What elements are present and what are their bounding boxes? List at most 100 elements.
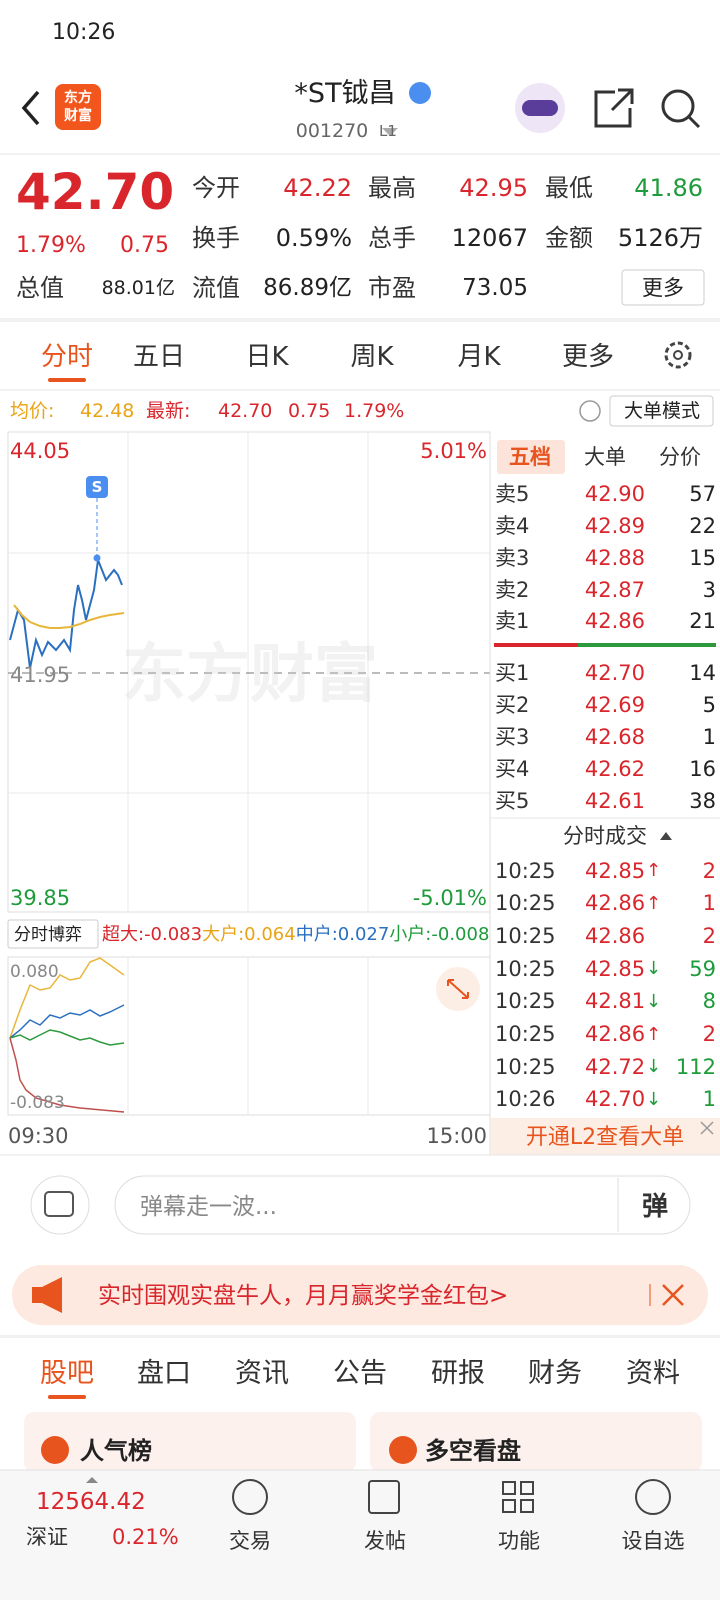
cta-link[interactable]: 开通L2查看大单 <box>525 1125 685 1150</box>
order-price: 42.88 <box>584 545 645 570</box>
section-tab[interactable]: 资讯 <box>235 1357 289 1389</box>
field-value: 41.86 <box>634 174 703 202</box>
mode-button[interactable]: 大单模式 <box>623 399 701 422</box>
section-tab[interactable]: 资料 <box>626 1357 680 1389</box>
divider <box>0 1335 720 1338</box>
card-bg[interactable] <box>370 1412 702 1472</box>
index-value: 12564.42 <box>36 1488 146 1515</box>
latest-change: 0.75 <box>288 399 331 422</box>
logo-text: 东方 <box>64 90 92 106</box>
field-label: 金额 <box>545 224 593 252</box>
section-tab[interactable]: 盘口 <box>137 1357 191 1389</box>
order-price: 42.61 <box>584 788 645 813</box>
card-title[interactable]: 人气榜 <box>80 1437 152 1465</box>
field-label: 总值 <box>16 274 64 302</box>
trade-icon[interactable] <box>232 1479 268 1515</box>
x-axis-label: 15:00 <box>426 1123 487 1148</box>
post-icon[interactable] <box>368 1480 400 1514</box>
stock-code: 001270 <box>295 119 369 142</box>
order-price: 42.89 <box>584 513 645 538</box>
trade-time: 10:25 <box>495 956 556 981</box>
search-icon[interactable] <box>661 89 695 123</box>
field-value: 0.59% <box>275 224 352 252</box>
settings-icon[interactable] <box>664 341 692 369</box>
order-label: 卖3 <box>495 545 530 570</box>
order-volume: 16 <box>689 756 716 781</box>
function-icon[interactable] <box>502 1481 534 1513</box>
trade-time: 10:25 <box>495 891 556 916</box>
order-volume: 21 <box>689 608 716 633</box>
danmaku-button[interactable]: 弹 <box>641 1192 669 1222</box>
order-label: 买3 <box>495 724 530 749</box>
card-title[interactable]: 多空看盘 <box>425 1437 521 1465</box>
more-button[interactable]: 更多 <box>642 275 684 300</box>
order-tab[interactable]: 分价 <box>659 444 701 469</box>
comment-input[interactable] <box>114 1175 691 1235</box>
chart-tab[interactable]: 更多 <box>561 342 615 372</box>
field-label: 换手 <box>192 224 240 252</box>
bottom-bar-bg <box>0 1470 720 1600</box>
card-bg[interactable] <box>24 1412 356 1472</box>
banner-bg[interactable] <box>12 1265 708 1325</box>
order-volume: 3 <box>702 577 716 602</box>
y-axis-label: 44.05 <box>10 438 71 463</box>
nav-item[interactable]: 功能 <box>498 1528 540 1553</box>
order-label: 买1 <box>495 660 530 685</box>
chart-tab[interactable]: 分时 <box>40 342 94 372</box>
more-button-bg[interactable] <box>621 269 705 306</box>
trade-time: 10:25 <box>495 858 556 883</box>
logo-text: 财富 <box>64 108 92 124</box>
section-tab[interactable]: 研报 <box>431 1357 485 1389</box>
field-value: 86.89亿 <box>263 274 352 301</box>
watchlist-icon[interactable] <box>635 1479 671 1515</box>
order-volume: 15 <box>689 545 716 570</box>
order-price: 42.69 <box>584 692 645 717</box>
game-dropdown-bg[interactable] <box>7 919 99 949</box>
help-icon[interactable] <box>579 400 601 422</box>
index-toggle[interactable] <box>86 1477 98 1483</box>
field-value: 5126万 <box>617 224 703 252</box>
nav-item[interactable]: 发帖 <box>364 1528 406 1553</box>
trade-volume: 8 <box>702 989 716 1014</box>
price: 42.70 <box>16 163 175 221</box>
order-tab[interactable]: 大单 <box>584 444 626 469</box>
trade-direction: ↓ <box>646 990 662 1012</box>
chart-tab[interactable]: 日K <box>245 342 289 372</box>
cta-close[interactable] <box>700 1121 714 1135</box>
order-label: 卖1 <box>495 608 530 633</box>
card-icon <box>389 1436 417 1464</box>
section-tab[interactable]: 公告 <box>333 1357 387 1389</box>
cta-bg[interactable] <box>491 1118 720 1155</box>
back-icon[interactable] <box>21 90 40 126</box>
tab-underline <box>48 378 86 382</box>
field-value: 12067 <box>451 224 528 252</box>
order-volume: 57 <box>689 481 716 506</box>
order-price: 42.62 <box>584 756 645 781</box>
level-dropdown <box>382 128 398 136</box>
chart-tab[interactable]: 周K <box>350 342 394 372</box>
index-name: 深证 <box>26 1524 68 1549</box>
trade-time: 10:25 <box>495 1054 556 1079</box>
section-tab[interactable]: 财务 <box>528 1357 582 1389</box>
comment-icon-bg[interactable] <box>30 1175 90 1235</box>
mode-button-bg[interactable] <box>609 395 714 427</box>
share-icon[interactable] <box>594 88 634 128</box>
trade-price: 42.85 <box>585 956 646 981</box>
game-dropdown[interactable]: 分时博弈 <box>14 924 82 945</box>
chart-tab[interactable]: 月K <box>457 342 501 372</box>
trade-time: 10:25 <box>495 989 556 1014</box>
comment-placeholder[interactable]: 弹幕走一波... <box>140 1193 277 1220</box>
order-tab[interactable]: 五档 <box>509 444 551 469</box>
avg-label: 均价: <box>10 399 55 422</box>
order-volume: 38 <box>689 788 716 813</box>
section-tab[interactable]: 股吧 <box>40 1357 94 1389</box>
banner-close[interactable] <box>662 1284 684 1306</box>
chart-tab[interactable]: 五日 <box>132 342 186 372</box>
megaphone-icon <box>32 1277 62 1313</box>
order-price: 42.70 <box>584 660 645 685</box>
nav-item[interactable]: 交易 <box>229 1528 271 1553</box>
banner-text[interactable]: 实时围观实盘牛人，月月赢奖学金红包> <box>98 1282 509 1309</box>
nav-item[interactable]: 设自选 <box>621 1528 685 1553</box>
order-label: 买5 <box>495 788 530 813</box>
field-value: 73.05 <box>462 274 528 301</box>
